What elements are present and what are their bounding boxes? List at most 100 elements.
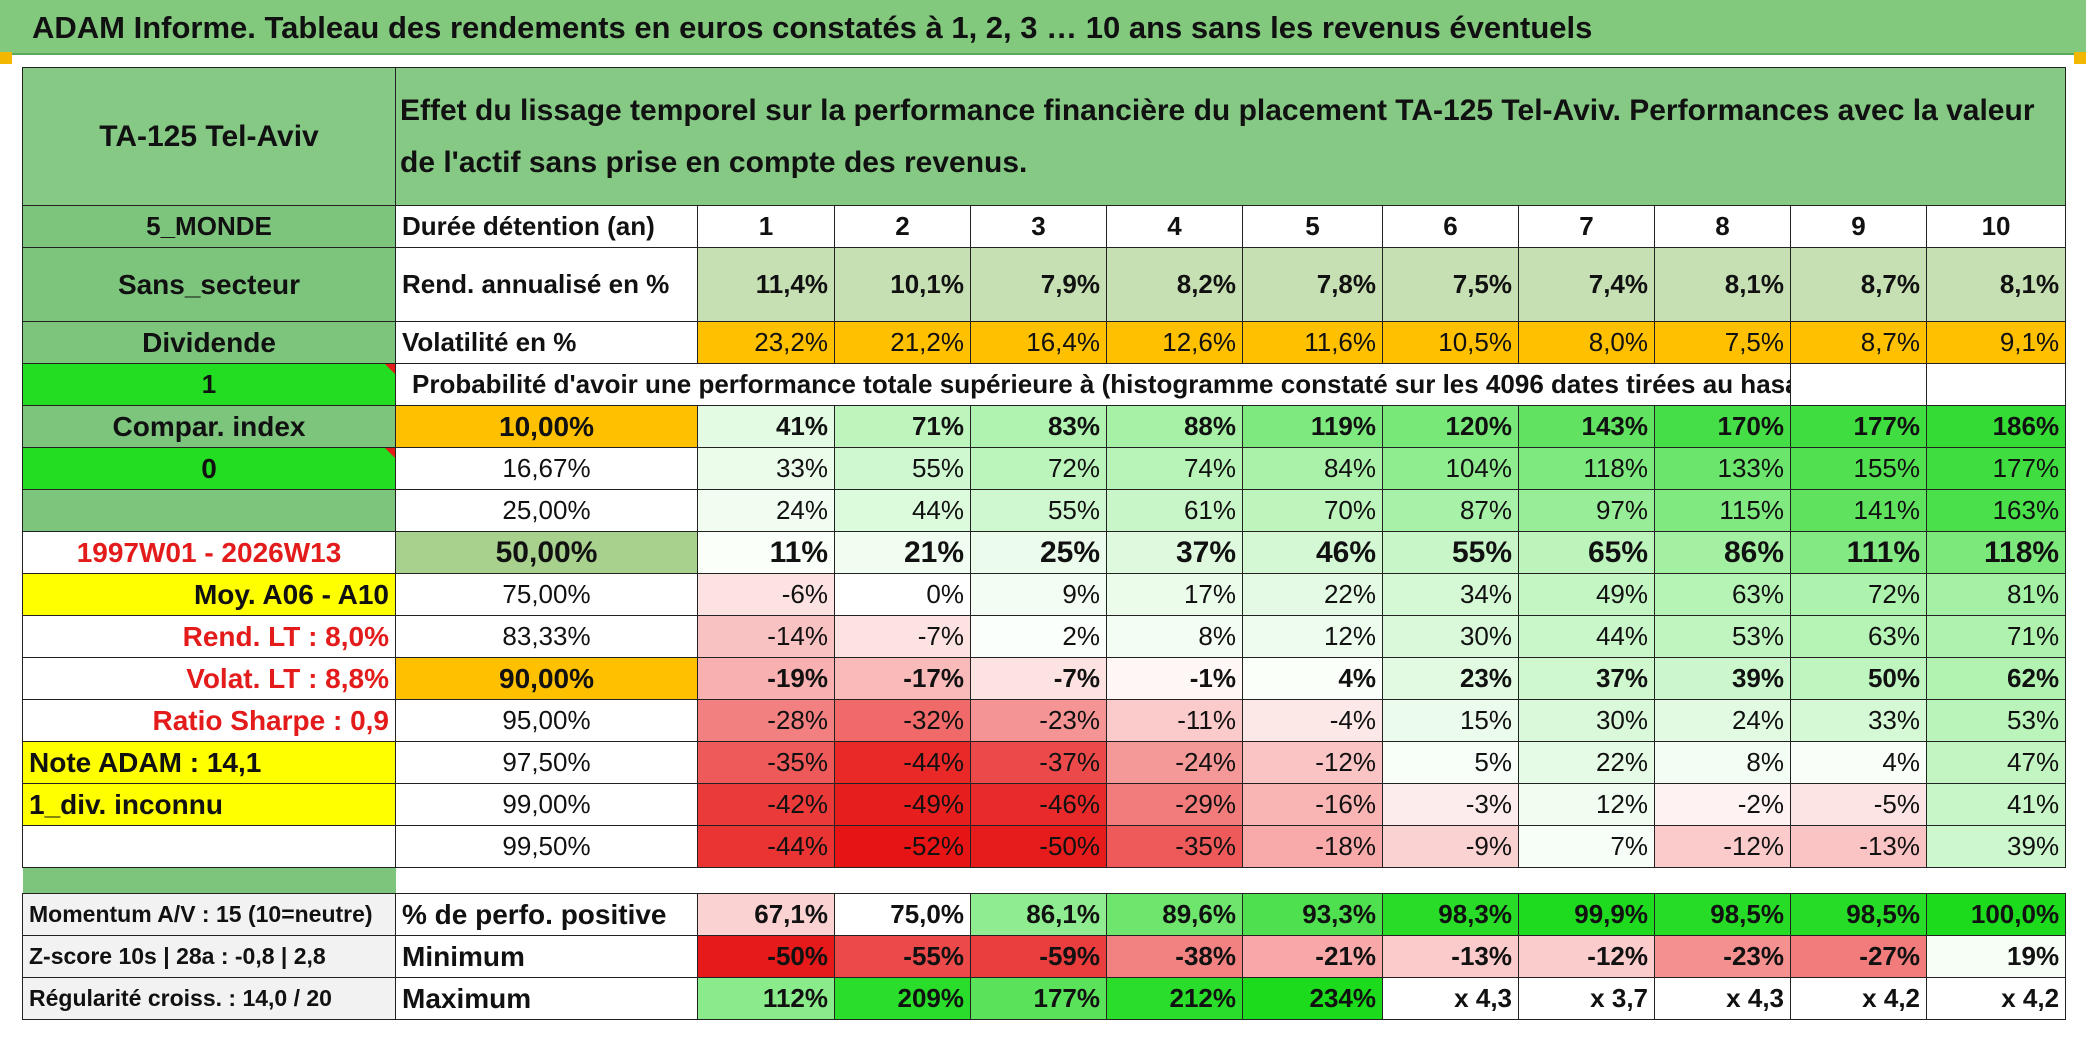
zone-label: 5_MONDE <box>22 205 396 248</box>
years-row: 5_MONDE Durée détention (an) 1 2 3 4 5 6… <box>22 205 2067 248</box>
quantile-value: 118% <box>1925 531 2067 574</box>
annualized-return-row: Sans_secteur Rend. annualisé en % 11,4% … <box>22 247 2067 322</box>
quantile-value: 120% <box>1382 405 1519 448</box>
positive-perf-value: 99,9% <box>1518 893 1655 936</box>
quantile-value: 65% <box>1518 531 1655 574</box>
volatility-value: 12,6% <box>1106 321 1243 364</box>
maximum-value: 234% <box>1242 977 1383 1020</box>
quantile-value: -50% <box>970 825 1107 868</box>
positive-perf-value: 93,3% <box>1242 893 1383 936</box>
quantile-value: -19% <box>697 657 835 700</box>
quantile-label: 97,50% <box>395 741 698 784</box>
quantile-value: -12% <box>1242 741 1383 784</box>
quantile-value: 15% <box>1382 699 1519 742</box>
quantile-value: -11% <box>1106 699 1243 742</box>
minimum-value: -21% <box>1242 935 1383 978</box>
year-cell: 8 <box>1654 205 1791 248</box>
quantile-value: -32% <box>834 699 971 742</box>
maximum-value: x 4,2 <box>1790 977 1927 1020</box>
quantile-label: 99,00% <box>395 783 698 826</box>
blank-cell <box>1790 363 1927 406</box>
volatility-value: 9,1% <box>1925 321 2067 364</box>
quantile-value: 72% <box>970 447 1107 490</box>
positive-perf-label: % de perfo. positive <box>395 893 698 936</box>
positive-perf-row: Momentum A/V : 15 (10=neutre) % de perfo… <box>22 893 2067 936</box>
return-value: 8,1% <box>1925 247 2067 322</box>
quantile-value: 12% <box>1242 615 1383 658</box>
note-adam-label: Note ADAM : 14,1 <box>22 741 396 784</box>
quantile-value: 177% <box>1790 405 1927 448</box>
quantile-row-median: 1997W01 - 2026W13 50,00% 11% 21% 25% 37%… <box>22 531 2067 574</box>
quantile-value: 62% <box>1925 657 2067 700</box>
quantile-label: 16,67% <box>395 447 698 490</box>
positive-perf-value: 67,1% <box>697 893 835 936</box>
quantile-label: 25,00% <box>395 489 698 532</box>
quantile-row: Rend. LT : 8,0% 83,33% -14% -7% 2% 8% 12… <box>22 615 2067 658</box>
quantile-value: 84% <box>1242 447 1383 490</box>
quantile-value: 170% <box>1654 405 1791 448</box>
positive-perf-value: 98,5% <box>1654 893 1791 936</box>
rend-lt-label: Rend. LT : 8,0% <box>22 615 396 658</box>
spacer-row <box>22 867 2066 894</box>
quantile-value: -24% <box>1106 741 1243 784</box>
quantile-value: -42% <box>697 783 835 826</box>
quantile-value: 4% <box>1242 657 1383 700</box>
minimum-value: 19% <box>1925 935 2067 978</box>
asset-name: TA-125 Tel-Aviv <box>22 67 396 206</box>
quantile-label: 95,00% <box>395 699 698 742</box>
quantile-value: 143% <box>1518 405 1655 448</box>
quantile-value: 39% <box>1654 657 1791 700</box>
quantile-value: 30% <box>1382 615 1519 658</box>
quantile-value: 83% <box>970 405 1107 448</box>
quantile-value: 177% <box>1925 447 2067 490</box>
quantile-value: 88% <box>1106 405 1243 448</box>
year-cell: 9 <box>1790 205 1927 248</box>
quantile-value: 141% <box>1790 489 1927 532</box>
quantile-value: -4% <box>1242 699 1383 742</box>
quantile-value: -3% <box>1382 783 1519 826</box>
quantile-value: -18% <box>1242 825 1383 868</box>
quantile-value: 7% <box>1518 825 1655 868</box>
volatility-value: 16,4% <box>970 321 1107 364</box>
minimum-row: Z-score 10s | 28a : -0,8 | 2,8 Minimum -… <box>22 935 2067 978</box>
momentum-label: Momentum A/V : 15 (10=neutre) <box>22 893 396 936</box>
quantile-value: -35% <box>697 741 835 784</box>
return-value: 7,5% <box>1382 247 1519 322</box>
spacer-green <box>22 867 396 894</box>
quantile-value: 70% <box>1242 489 1383 532</box>
maximum-value: 212% <box>1106 977 1243 1020</box>
quantile-value: 46% <box>1242 531 1383 574</box>
quantile-value: 33% <box>697 447 835 490</box>
quantile-label: 90,00% <box>395 657 698 700</box>
volatility-value: 21,2% <box>834 321 971 364</box>
quantile-value: 34% <box>1382 573 1519 616</box>
quantile-value: 47% <box>1925 741 2067 784</box>
quantile-value: 17% <box>1106 573 1243 616</box>
quantile-value: -13% <box>1790 825 1927 868</box>
indicator-zero: 0 <box>22 447 396 490</box>
quantile-value: 24% <box>1654 699 1791 742</box>
positive-perf-value: 89,6% <box>1106 893 1243 936</box>
year-cell: 6 <box>1382 205 1519 248</box>
quantile-value: 74% <box>1106 447 1243 490</box>
quantile-value: 111% <box>1790 531 1927 574</box>
duration-label: Durée détention (an) <box>395 205 698 248</box>
quantile-label: 50,00% <box>395 531 698 574</box>
quantile-value: 44% <box>834 489 971 532</box>
quantile-label: 99,50% <box>395 825 698 868</box>
quantile-value: -52% <box>834 825 971 868</box>
quantile-value: 119% <box>1242 405 1383 448</box>
quantile-value: 44% <box>1518 615 1655 658</box>
quantile-value: -9% <box>1382 825 1519 868</box>
probability-header-row: 1 Probabilité d'avoir une performance to… <box>22 363 2067 406</box>
quantile-row: Volat. LT : 8,8% 90,00% -19% -17% -7% -1… <box>22 657 2067 700</box>
quantile-value: 24% <box>697 489 835 532</box>
year-cell: 1 <box>697 205 835 248</box>
volatility-value: 8,0% <box>1518 321 1655 364</box>
return-value: 8,2% <box>1106 247 1243 322</box>
corner-marker-right <box>2074 52 2086 64</box>
volatility-value: 8,7% <box>1790 321 1927 364</box>
quantile-value: 4% <box>1790 741 1927 784</box>
quantile-value: 71% <box>834 405 971 448</box>
quantile-row: Compar. index 10,00% 41% 71% 83% 88% 119… <box>22 405 2067 448</box>
